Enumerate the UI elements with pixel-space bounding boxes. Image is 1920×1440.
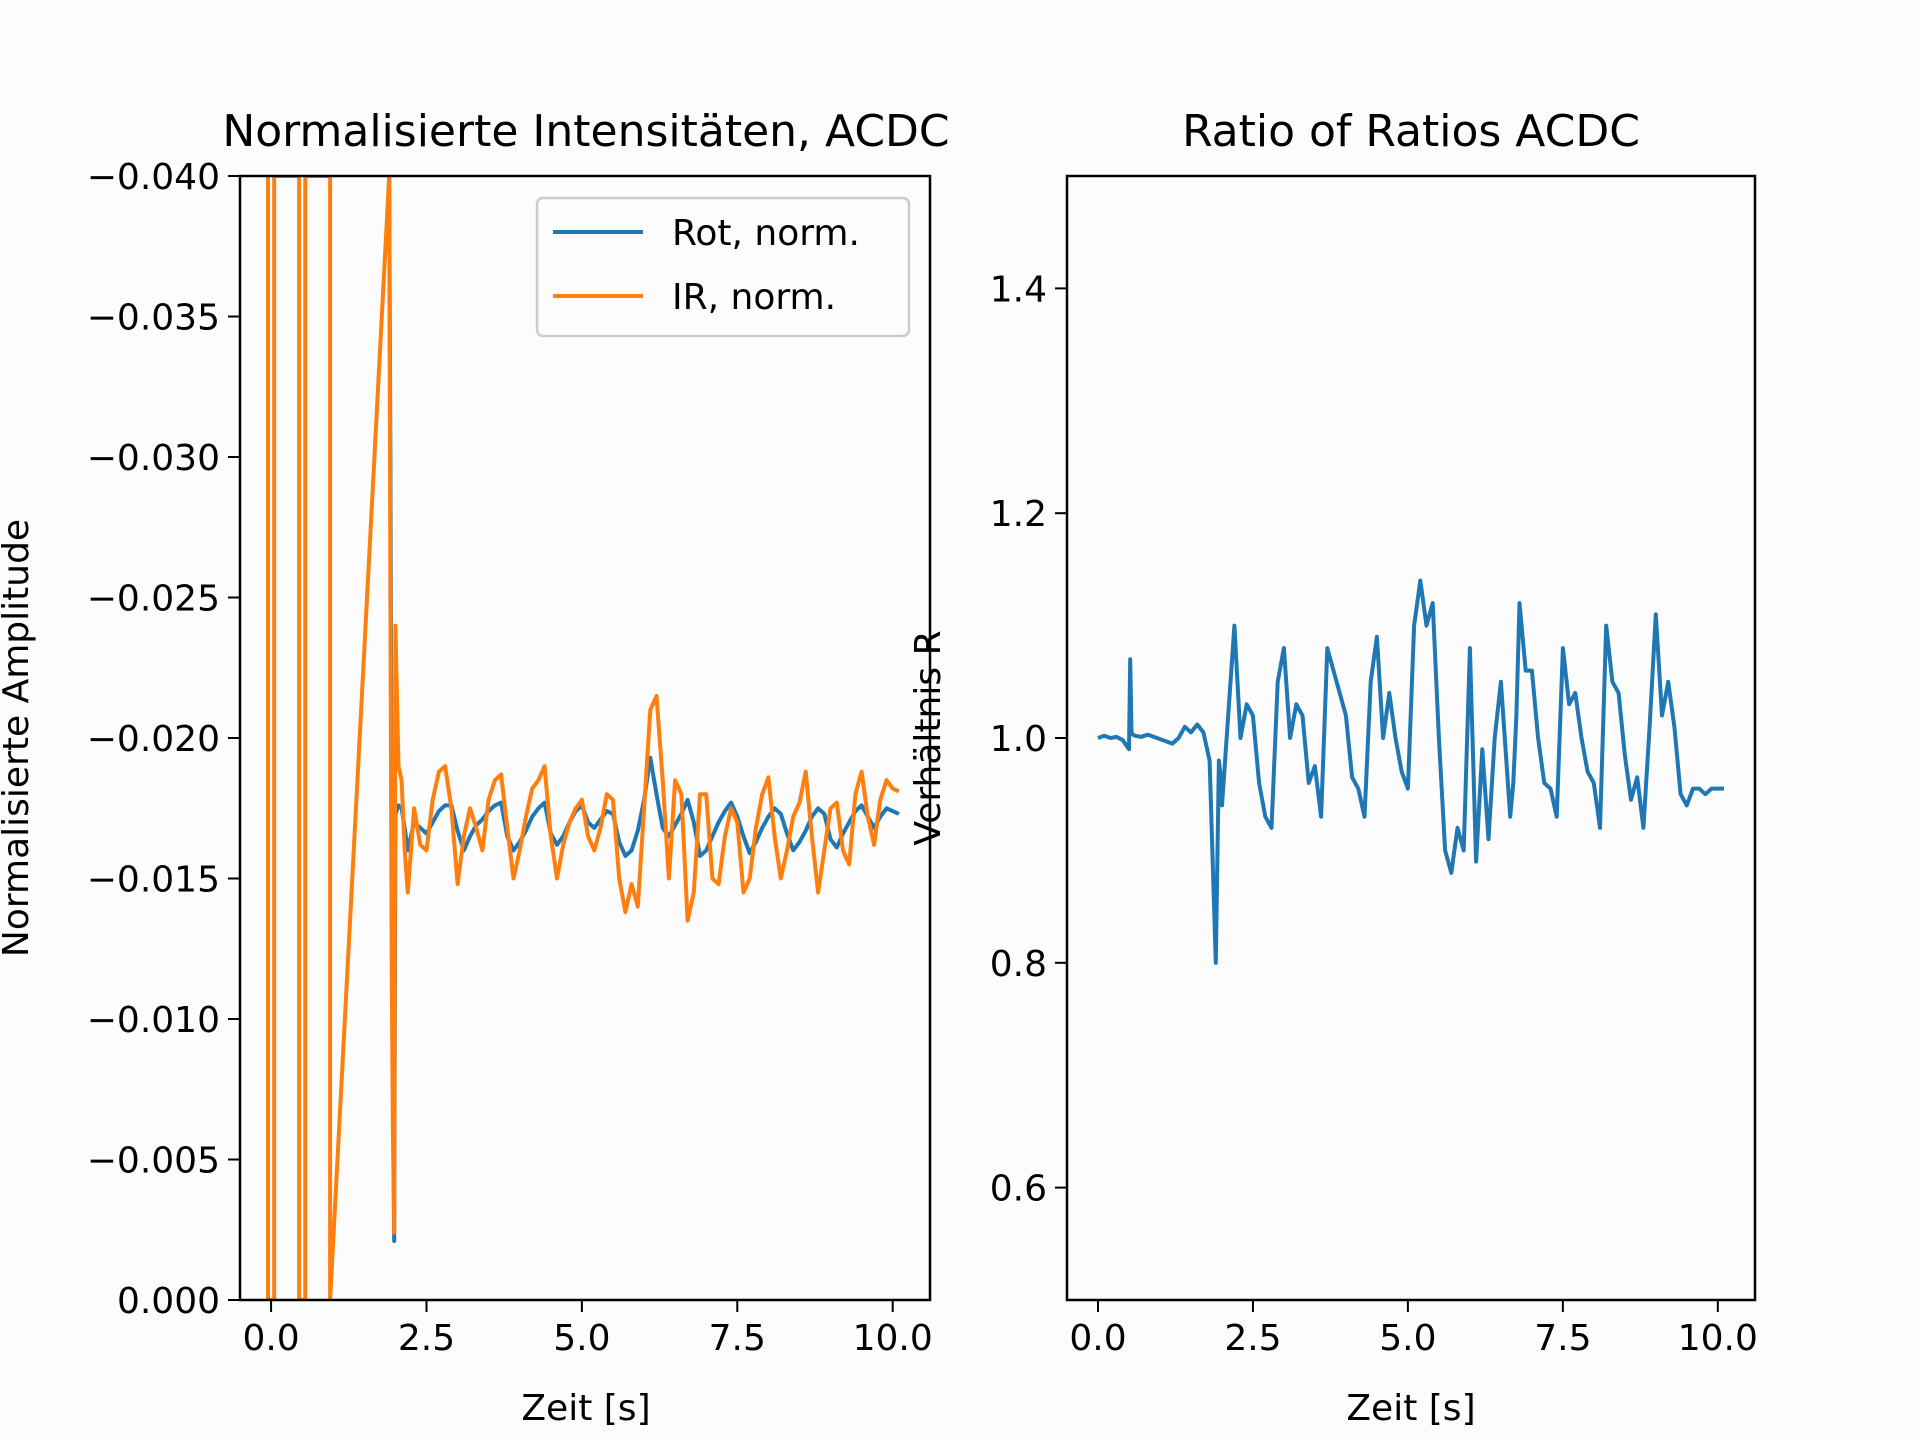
y-axis: 0.000 −0.005 −0.010 −0.015 −0.020 −0.025 −0.03… <box>87 157 240 1322</box>
x-tick-label: 0.0 <box>242 1318 299 1359</box>
y-tick-label: 0.8 <box>990 944 1047 985</box>
x-tick-label: 10.0 <box>853 1318 933 1359</box>
plot-area <box>1097 578 1724 965</box>
y-tick-label: 1.0 <box>990 719 1047 760</box>
y-tick-label: 1.4 <box>990 269 1047 310</box>
x-tick-label: 5.0 <box>553 1318 610 1359</box>
y-tick-label: −0.025 <box>87 579 220 620</box>
y-axis-label: Normalisierte Amplitude <box>0 519 37 957</box>
x-axis: 0.0 2.5 5.0 7.5 10.0 <box>242 1300 933 1359</box>
x-axis: 0.0 2.5 5.0 7.5 10.0 <box>1069 1300 1758 1359</box>
x-tick-label: 5.0 <box>1379 1318 1436 1359</box>
series-line-1 <box>266 176 900 1300</box>
y-tick-label: −0.030 <box>87 438 220 479</box>
x-tick-label: 10.0 <box>1678 1318 1758 1359</box>
y-tick-label: 0.6 <box>990 1169 1047 1210</box>
x-axis-label: Zeit [s] <box>521 1388 650 1429</box>
y-tick-label: 0.000 <box>117 1281 220 1322</box>
chart-title: Ratio of Ratios ACDC <box>1182 106 1640 157</box>
legend-label-ir: IR, norm. <box>672 277 836 318</box>
y-tick-label: −0.035 <box>87 298 220 339</box>
chart-title: Normalisierte Intensitäten, ACDC <box>222 106 949 157</box>
legend: Rot, norm. IR, norm. <box>535 196 911 338</box>
y-axis: 0.6 0.8 1.0 1.2 1.4 <box>990 269 1067 1210</box>
legend-label-rot: Rot, norm. <box>672 213 860 254</box>
y-tick-label: −0.015 <box>87 860 220 901</box>
series-line-0 <box>1097 578 1724 965</box>
series-line-0 <box>387 178 900 1243</box>
x-tick-label: 2.5 <box>1224 1318 1281 1359</box>
plot-area <box>266 176 900 1300</box>
y-tick-label: −0.020 <box>87 719 220 760</box>
y-tick-label: −0.010 <box>87 1000 220 1041</box>
y-axis-label: Verhältnis R <box>908 630 949 845</box>
x-tick-label: 2.5 <box>398 1318 455 1359</box>
y-tick-label: −0.040 <box>87 157 220 198</box>
chart-normalized-intensities: Normalisierte Intensitäten, ACDC 0.0 2.5 5… <box>0 106 950 1429</box>
x-axis-label: Zeit [s] <box>1346 1388 1475 1429</box>
chart-ratio-of-ratios: Ratio of Ratios ACDC 0.0 2.5 5.0 7.5 10.0 0.… <box>908 106 1758 1429</box>
x-tick-label: 7.5 <box>709 1318 766 1359</box>
x-tick-label: 7.5 <box>1534 1318 1591 1359</box>
y-tick-label: −0.005 <box>87 1141 220 1182</box>
x-tick-label: 0.0 <box>1069 1318 1126 1359</box>
y-tick-label: 1.2 <box>990 494 1047 535</box>
